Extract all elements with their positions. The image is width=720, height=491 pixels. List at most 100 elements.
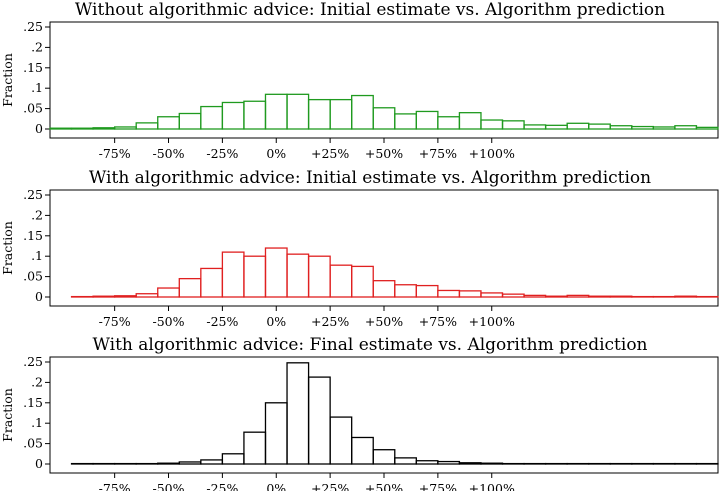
y-tick-label: .1: [31, 415, 43, 430]
histogram-bar: [264, 402, 288, 465]
histogram-bar: [221, 251, 245, 298]
histogram-bar: [523, 124, 547, 130]
x-tick-label: 0%: [266, 146, 286, 161]
histogram-bar: [157, 287, 180, 298]
y-axis-title: Fraction: [0, 388, 15, 442]
histogram-bar: [544, 295, 568, 298]
histogram-bar: [307, 376, 331, 465]
histogram-bar: [329, 264, 353, 298]
histogram-bar: [480, 462, 504, 465]
histogram-bar: [243, 431, 267, 465]
histogram-bar: [351, 94, 374, 130]
plot-frame: [49, 356, 719, 474]
histogram-bar: [157, 116, 180, 130]
x-tick-label: +100%: [469, 481, 515, 491]
histogram-bar: [286, 253, 310, 298]
x-tick-label: +100%: [469, 314, 515, 329]
histogram-bar: [92, 127, 116, 130]
panel-3: With algorithmic advice: Final estimate …: [0, 335, 719, 491]
y-tick-label: 0: [35, 456, 43, 471]
histogram-bar: [200, 459, 224, 465]
histogram-bar: [351, 436, 374, 465]
histogram-bar: [588, 123, 611, 130]
histogram-bar: [372, 280, 396, 298]
y-tick-label: .25: [23, 187, 43, 202]
y-tick-label: .1: [31, 80, 43, 95]
histogram-bar: [92, 295, 116, 298]
plot-frame: [49, 21, 719, 139]
x-tick-label: +50%: [365, 481, 403, 491]
histogram-bar: [394, 284, 417, 298]
x-tick-label: -50%: [153, 314, 185, 329]
y-tick-label: .15: [23, 228, 43, 243]
histogram-bar: [631, 125, 655, 130]
histogram-bar: [221, 101, 245, 130]
histogram-bar: [113, 295, 137, 298]
histogram-bar: [480, 292, 504, 298]
y-tick-label: .05: [23, 436, 43, 451]
histogram-bar: [200, 267, 224, 298]
x-tick-label: +25%: [311, 481, 349, 491]
x-tick-label: -50%: [153, 146, 185, 161]
histogram-bar: [70, 127, 94, 130]
histogram-bar: [351, 265, 374, 298]
x-tick-label: -75%: [99, 481, 131, 491]
histogram-bar: [113, 126, 137, 130]
histogram-bar: [437, 289, 461, 298]
x-tick-label: -25%: [206, 146, 238, 161]
x-tick-label: +75%: [419, 481, 457, 491]
histogram-bar: [372, 107, 396, 130]
y-tick-label: 0: [35, 289, 43, 304]
histogram-bar: [415, 284, 439, 298]
histogram-bar: [695, 126, 719, 130]
histogram-bar: [523, 294, 547, 298]
histogram-bar: [609, 125, 633, 130]
histogram-bar: [480, 119, 504, 130]
histogram-bar: [437, 460, 461, 465]
panel-1: Without algorithmic advice: Initial esti…: [0, 0, 719, 161]
histogram-bar: [178, 461, 202, 465]
histogram-bar: [394, 457, 417, 465]
histogram-bar: [243, 255, 267, 298]
histogram-bar: [415, 110, 439, 130]
y-tick-label: .25: [23, 354, 43, 369]
panel-title: Without algorithmic advice: Initial esti…: [75, 0, 665, 20]
histogram-bar: [135, 122, 159, 130]
y-tick-label: .25: [23, 19, 43, 34]
histogram-bar: [501, 120, 525, 130]
histogram-bar: [544, 124, 568, 130]
panel-title: With algorithmic advice: Final estimate …: [92, 335, 647, 355]
x-tick-label: -75%: [99, 146, 131, 161]
histogram-bar: [221, 453, 245, 465]
y-tick-label: .15: [23, 395, 43, 410]
histogram-bar: [49, 127, 73, 130]
y-tick-label: .1: [31, 248, 43, 263]
histogram-bar: [372, 449, 396, 465]
histogram-bar: [437, 116, 461, 130]
histogram-bar: [458, 112, 482, 130]
histogram-bar: [200, 105, 224, 130]
x-tick-label: +100%: [469, 146, 515, 161]
histogram-bar: [458, 290, 482, 298]
y-tick-label: .05: [23, 269, 43, 284]
y-tick-label: .2: [31, 374, 43, 389]
histogram-bar: [329, 98, 353, 130]
x-tick-label: 0%: [266, 314, 286, 329]
x-tick-label: -25%: [206, 314, 238, 329]
histogram-bar: [286, 93, 310, 130]
histogram-bar: [588, 295, 611, 298]
histogram-bar: [135, 293, 159, 298]
histogram-bar: [394, 113, 417, 130]
histogram-bar: [157, 462, 180, 465]
histogram-bar: [264, 93, 288, 130]
x-tick-label: +25%: [311, 146, 349, 161]
histogram-bar: [501, 293, 525, 298]
y-tick-label: .2: [31, 207, 43, 222]
histogram-bar: [286, 362, 310, 465]
plot-frame: [49, 189, 719, 307]
x-tick-label: +75%: [419, 314, 457, 329]
histogram-bar: [458, 462, 482, 465]
histogram-bar: [609, 295, 633, 298]
histogram-bar: [674, 125, 698, 130]
histogram-bar: [566, 122, 590, 130]
